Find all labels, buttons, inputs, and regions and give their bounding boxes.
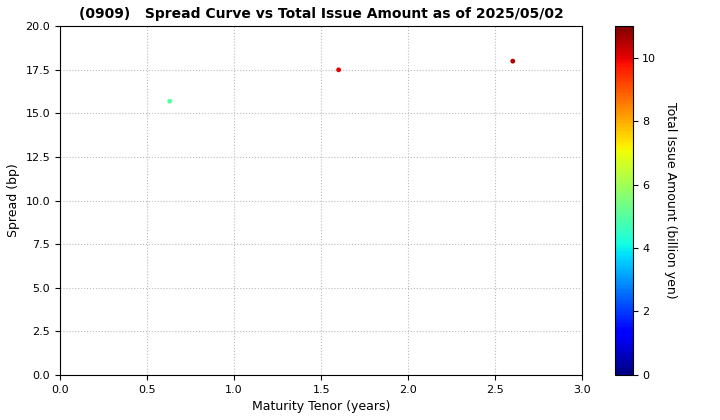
Title: (0909)   Spread Curve vs Total Issue Amount as of 2025/05/02: (0909) Spread Curve vs Total Issue Amoun… [78, 7, 564, 21]
Y-axis label: Spread (bp): Spread (bp) [7, 164, 20, 237]
Point [333, 66, 344, 73]
X-axis label: Maturity Tenor (years): Maturity Tenor (years) [252, 400, 390, 413]
Y-axis label: Total Issue Amount (billion yen): Total Issue Amount (billion yen) [664, 102, 677, 299]
Point [164, 98, 176, 105]
Point [507, 58, 518, 65]
